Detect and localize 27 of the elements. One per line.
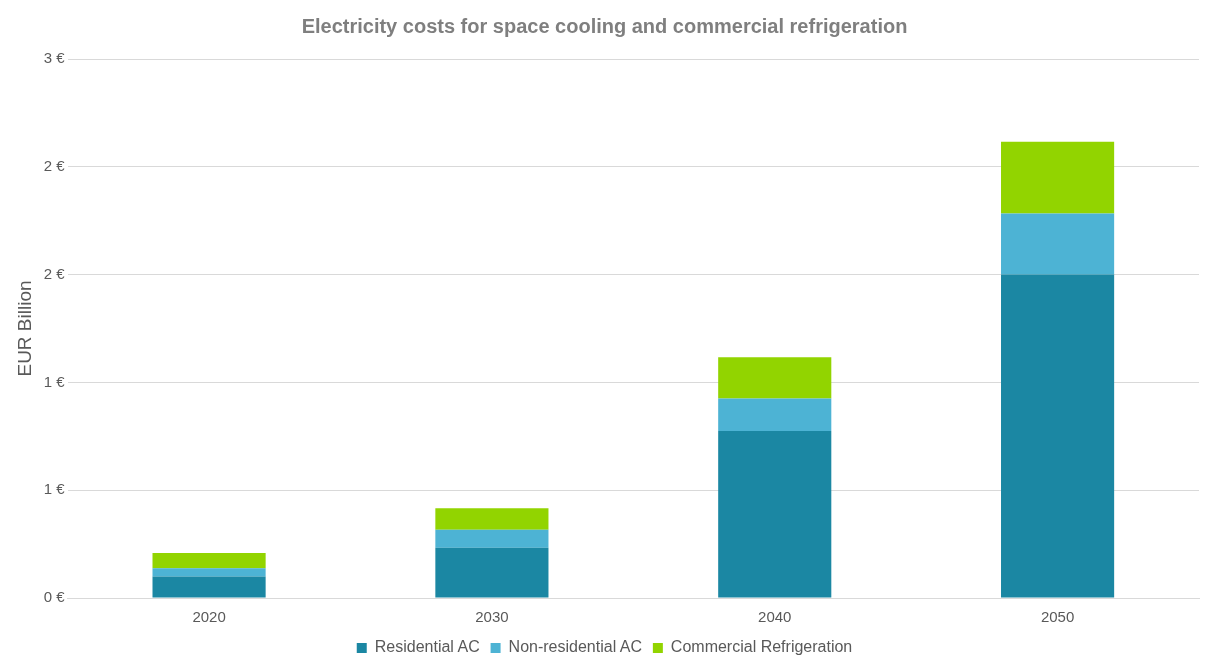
x-tick-label: 2020 (192, 608, 226, 626)
y-tick-label: 1 € (43, 480, 66, 498)
y-tick-label: 0 € (43, 588, 66, 606)
y-tick-label: 3 € (43, 49, 66, 67)
bar (435, 508, 549, 530)
x-tick-label: 2040 (758, 608, 792, 626)
y-axis-title: EUR Billion (13, 280, 35, 377)
bar (152, 553, 266, 569)
bar (152, 576, 266, 598)
legend-label: Commercial Refrigeration (670, 638, 853, 656)
bar (718, 430, 832, 598)
bar (718, 398, 832, 431)
chart-title: Electricity costs for space cooling and commercial refrigeration (301, 14, 908, 37)
x-tick-label: 2050 (1040, 608, 1075, 626)
y-tick-label: 2 € (43, 264, 66, 282)
y-tick-label: 1 € (43, 372, 66, 390)
legend-label: Residential AC (374, 638, 480, 656)
bar (1001, 141, 1115, 214)
bar (1001, 274, 1115, 598)
legend-label: Non-residential AC (508, 638, 642, 656)
bar (718, 357, 832, 399)
bar (435, 529, 549, 548)
y-tick-label: 2 € (43, 156, 66, 174)
x-tick-label: 2030 (475, 608, 509, 626)
bar (1001, 213, 1115, 275)
bar (435, 547, 549, 598)
bar (152, 568, 266, 577)
